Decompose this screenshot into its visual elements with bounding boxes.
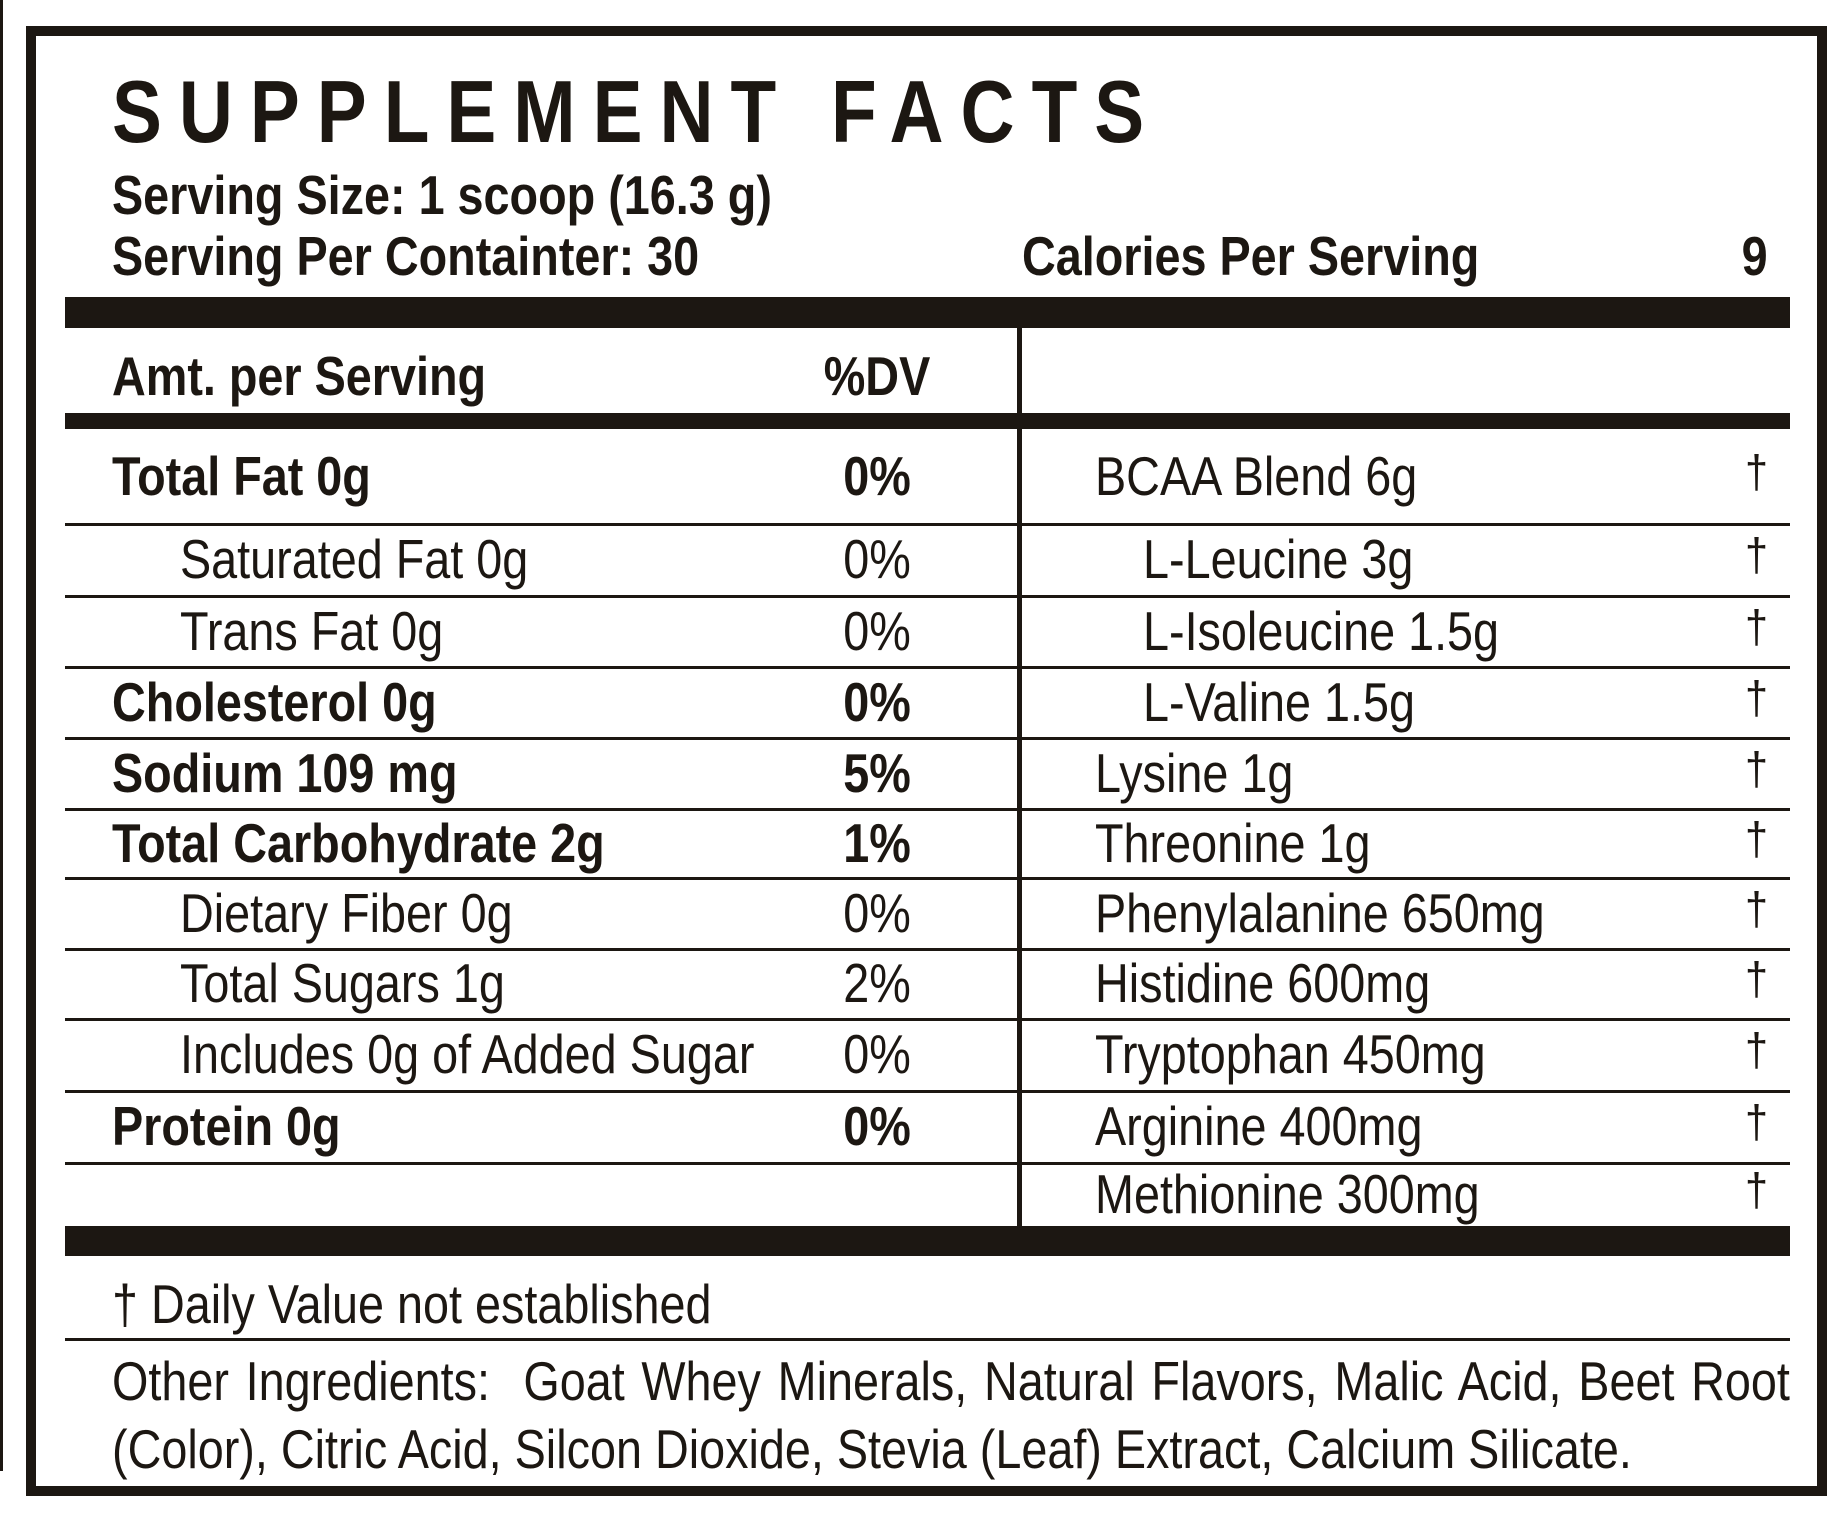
nutrient-name: Sodium 109 mg [112, 741, 458, 804]
table-row: Sodium 109 mg 5% Lysine 1g † [65, 737, 1790, 808]
nutrient-name: Total Carbohydrate 2g [112, 811, 605, 874]
nutrient-name: Trans Fat 0g [180, 599, 444, 662]
ingredient-name: L-Isoleucine 1.5g [1143, 599, 1500, 662]
table-row: Cholesterol 0g 0% L-Valine 1.5g † [65, 666, 1790, 737]
ingredient-name: Methionine 300mg [1095, 1163, 1480, 1225]
amt-per-serving-header: Amt. per Serving [112, 345, 487, 407]
row-divider [65, 666, 1790, 669]
dagger-symbol: † [1744, 1095, 1768, 1148]
daily-value: 2% [843, 952, 911, 1014]
nutrient-name: Saturated Fat 0g [180, 528, 529, 590]
ingredient-name: Phenylalanine 650mg [1095, 881, 1545, 944]
serving-size: Serving Size: 1 scoop (16.3 g) [112, 164, 772, 226]
dagger-symbol: † [1744, 671, 1768, 724]
table-row: Total Fat 0g 0% BCAA Blend 6g † [65, 429, 1790, 523]
dv-footnote: † Daily Value not established [112, 1273, 712, 1335]
footnote-divider [65, 1338, 1790, 1341]
ingredient-name: Threonine 1g [1095, 811, 1371, 874]
dagger-symbol: † [1744, 1023, 1768, 1076]
label-border-frame [26, 26, 1827, 1496]
row-divider [65, 1090, 1790, 1093]
dagger-symbol: † [1744, 882, 1768, 935]
thick-divider-header [65, 413, 1790, 429]
table-row: Saturated Fat 0g 0% L-Leucine 3g † [65, 523, 1790, 595]
daily-value: 1% [843, 811, 911, 874]
nutrient-name: Cholesterol 0g [112, 670, 437, 733]
table-row: Methionine 300mg † [65, 1162, 1790, 1226]
dagger-symbol: † [1744, 1163, 1768, 1216]
row-divider [65, 808, 1790, 811]
left-edge-line [0, 0, 3, 1471]
daily-value: 5% [843, 741, 911, 804]
table-row: Dietary Fiber 0g 0% Phenylalanine 650mg † [65, 877, 1790, 948]
calories-per-serving-value: 9 [1741, 225, 1768, 287]
table-row: Trans Fat 0g 0% L-Isoleucine 1.5g † [65, 595, 1790, 666]
table-row: Total Sugars 1g 2% Histidine 600mg † [65, 948, 1790, 1018]
other-ingredients: Other Ingredients: Goat Whey Minerals, N… [112, 1350, 1790, 1480]
table-row: Includes 0g of Added Sugar 0% Tryptophan 4… [65, 1018, 1790, 1090]
ingredient-name: Tryptophan 450mg [1095, 1023, 1486, 1085]
dagger-symbol: † [1744, 445, 1768, 498]
dagger-symbol: † [1744, 600, 1768, 653]
nutrient-name: Total Sugars 1g [180, 952, 505, 1014]
daily-value: 0% [843, 1023, 911, 1085]
dagger-symbol: † [1744, 952, 1768, 1005]
dagger-symbol: † [1744, 528, 1768, 581]
ingredient-name: L-Valine 1.5g [1143, 670, 1416, 733]
row-divider [65, 595, 1790, 598]
row-divider [65, 877, 1790, 880]
table-row: Total Carbohydrate 2g 1% Threonine 1g † [65, 808, 1790, 877]
dagger-symbol: † [1744, 812, 1768, 865]
ingredient-name: Arginine 400mg [1095, 1095, 1423, 1157]
page-title: SUPPLEMENT FACTS [112, 62, 1162, 161]
nutrient-name: Total Fat 0g [112, 445, 371, 507]
servings-per-container: Serving Per Containter: 30 [112, 225, 700, 287]
daily-value: 0% [843, 528, 911, 590]
daily-value: 0% [843, 881, 911, 944]
dv-header: %DV [823, 345, 931, 407]
thick-divider-bottom [65, 1226, 1790, 1256]
row-divider [65, 523, 1790, 526]
daily-value: 0% [843, 670, 911, 733]
ingredient-name: Lysine 1g [1095, 741, 1294, 804]
thick-divider-top [65, 297, 1790, 328]
ingredient-name: BCAA Blend 6g [1095, 445, 1418, 507]
calories-per-serving-label: Calories Per Serving [1022, 225, 1480, 287]
ingredient-name: Histidine 600mg [1095, 952, 1431, 1014]
dagger-symbol: † [1744, 742, 1768, 795]
ingredient-name: L-Leucine 3g [1143, 528, 1414, 590]
daily-value: 0% [843, 599, 911, 662]
column-divider [1017, 328, 1022, 1226]
nutrient-name: Dietary Fiber 0g [180, 881, 513, 944]
row-divider [65, 737, 1790, 740]
daily-value: 0% [843, 445, 911, 507]
daily-value: 0% [843, 1095, 911, 1157]
nutrient-name: Includes 0g of Added Sugar [180, 1023, 755, 1085]
row-divider [65, 1018, 1790, 1021]
table-row: Protein 0g 0% Arginine 400mg † [65, 1090, 1790, 1162]
row-divider [65, 948, 1790, 951]
row-divider [65, 1162, 1790, 1165]
nutrient-name: Protein 0g [112, 1095, 341, 1157]
